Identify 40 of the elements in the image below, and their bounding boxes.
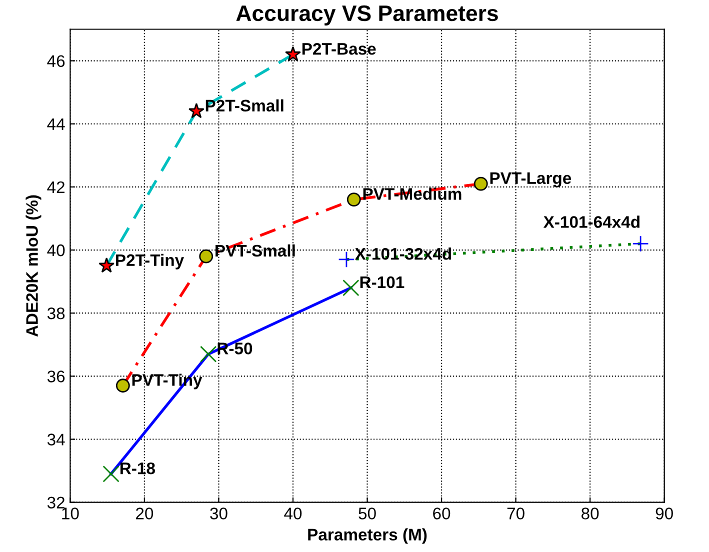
x-axis-title: Parameters (M) [308,528,427,544]
point [632,235,649,252]
annotation: PVT-Large [490,172,572,188]
x-tick-label: 40 [284,508,302,520]
y-tick-label: 38 [47,307,65,320]
annotation: X-101-32x4d [354,248,451,260]
x-tick-label: 90 [656,508,673,520]
y-tick-label: 46 [47,55,65,67]
point [346,192,361,207]
x-tick-label: 70 [507,508,524,520]
annotation: X-101-64x4d [543,216,640,228]
chart-title: Accuracy VS Parameters [236,5,498,26]
annotation: P2T-Tiny [116,254,184,270]
y-tick-label: 36 [47,370,65,382]
point [200,346,217,362]
point [98,257,115,273]
annotation: P2T-Small [206,99,284,112]
x-tick-label: 10 [62,508,79,520]
annotation: R-101 [360,276,404,288]
annotation: R-18 [120,462,155,474]
point [474,176,488,191]
x-tick-label: 20 [136,508,154,520]
x-tick-label: 50 [358,508,376,520]
y-axis-title: ADE20K mIoU (%) [26,195,42,337]
y-tick-label: 34 [47,434,65,446]
point [199,249,214,264]
point [188,102,204,118]
point [338,251,355,268]
y-tick-label: 40 [47,244,65,256]
y-tick-label: 44 [47,118,65,130]
y-tick-label: 42 [47,181,64,193]
y-tick-label: 32 [47,496,64,509]
point [102,466,120,482]
point [116,378,130,393]
x-tick-label: 30 [210,508,228,520]
x-tick-label: 60 [433,508,450,520]
point [285,46,301,62]
x-tick-label: 80 [582,508,599,520]
annotation: P2T-Base [302,42,376,55]
point [342,280,360,296]
